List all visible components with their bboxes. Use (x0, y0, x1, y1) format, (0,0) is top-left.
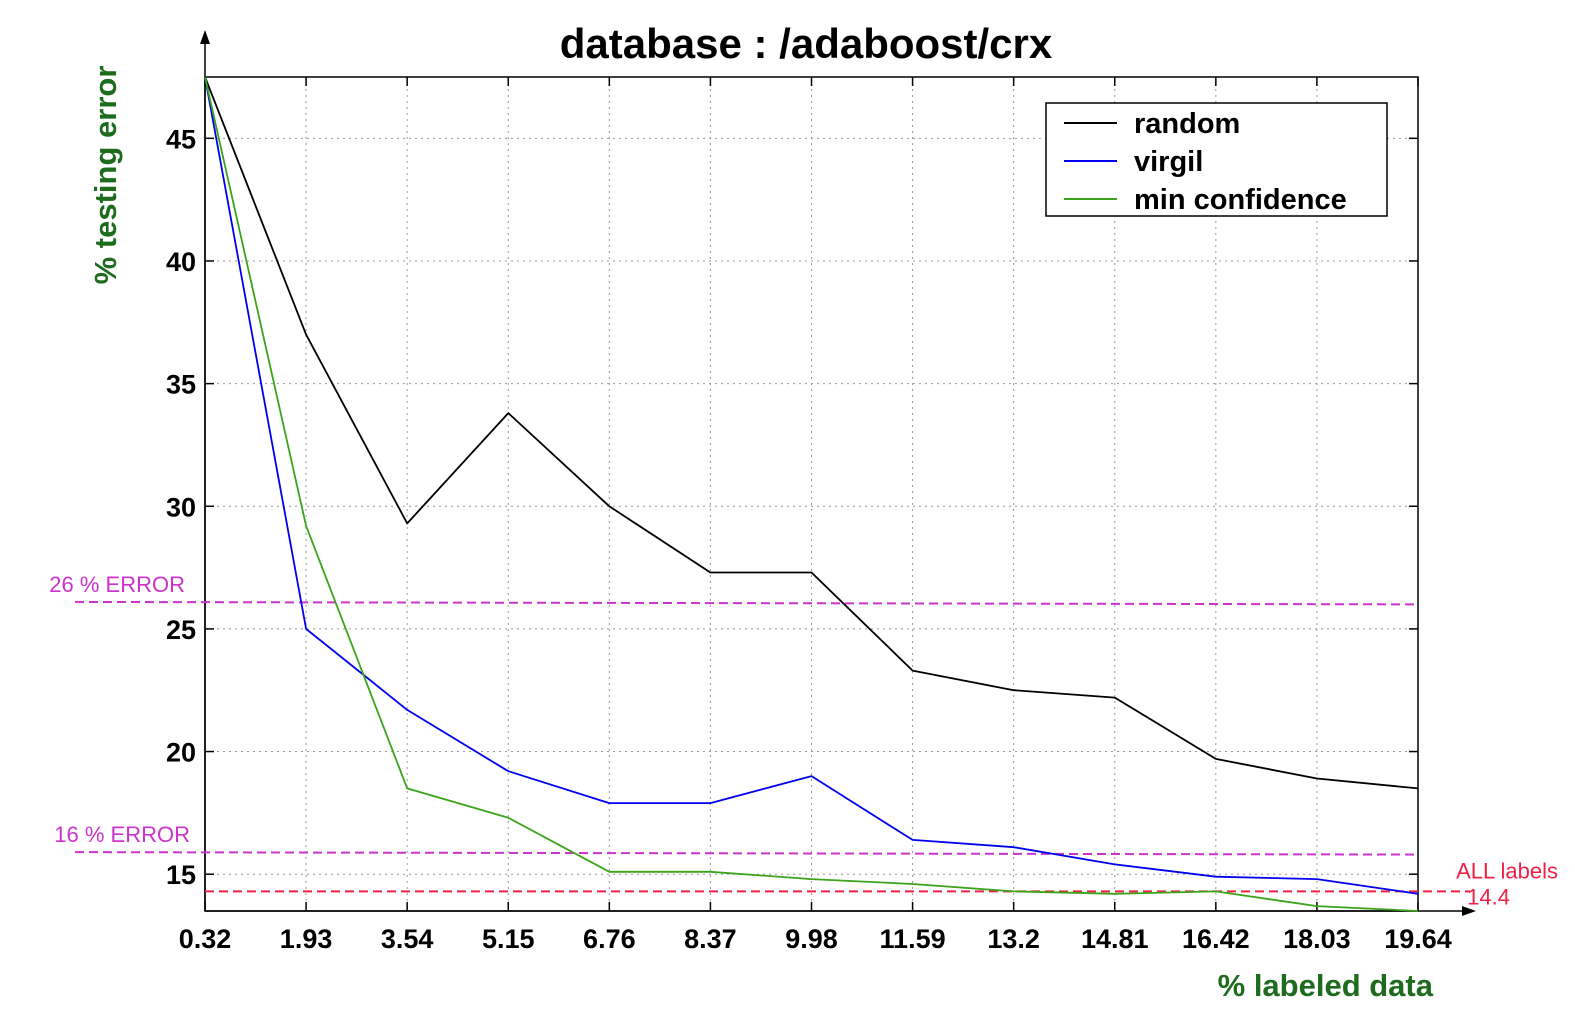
x-tick-label: 13.2 (987, 924, 1040, 954)
legend-label-min-confidence: min confidence (1134, 184, 1347, 216)
x-axis-label: % labeled data (1218, 968, 1434, 1003)
ref-line-16 (74, 851, 1419, 856)
x-tick-label: 19.64 (1384, 924, 1452, 954)
legend: random virgil min confidence (1045, 102, 1388, 217)
tick-labels: 0.32 1.93 3.54 5.15 6.76 8.37 9.98 11.59 13.2 14.… (166, 124, 1452, 954)
x-tick-label: 16.42 (1182, 924, 1250, 954)
y-tick-label: 35 (166, 370, 196, 400)
y-tick-label: 15 (166, 860, 196, 890)
ref-value-all-labels: 14.4 (1467, 884, 1510, 909)
series-lines (204, 76, 1419, 912)
ref-line-26 (74, 600, 1419, 606)
ref-label-all-labels: ALL labels (1456, 858, 1558, 883)
y-axis-label: % testing error (88, 66, 123, 285)
y-tick-label: 20 (166, 738, 196, 768)
x-tick-label: 3.54 (381, 924, 434, 954)
x-tick-label: 18.03 (1283, 924, 1351, 954)
chart-title: database : /adaboost/crx (560, 20, 1053, 67)
axes (200, 30, 1476, 916)
y-tick-label: 25 (166, 615, 196, 645)
legend-label-random: random (1134, 108, 1240, 140)
x-tick-label: 1.93 (280, 924, 333, 954)
y-tick-label: 45 (166, 124, 196, 154)
x-tick-label: 8.37 (684, 924, 737, 954)
ref-label-26: 26 % ERROR (49, 572, 185, 597)
y-tick-label: 30 (166, 492, 196, 522)
y-axis-arrow (200, 30, 210, 44)
x-tick-label: 9.98 (785, 924, 838, 954)
y-tick-label: 40 (166, 247, 196, 277)
x-axis-arrow (1462, 906, 1476, 916)
legend-box (1045, 102, 1388, 217)
x-tick-label: 0.32 (179, 924, 232, 954)
series-line-virgil (204, 76, 1419, 895)
x-tick-label: 14.81 (1081, 924, 1149, 954)
ref-label-16: 16 % ERROR (54, 822, 190, 847)
x-tick-label: 11.59 (880, 924, 946, 954)
series-line-min-confidence (204, 76, 1419, 912)
legend-label-virgil: virgil (1134, 146, 1203, 178)
series-line-random (204, 76, 1419, 790)
x-tick-label: 5.15 (482, 924, 535, 954)
x-tick-label: 6.76 (583, 924, 636, 954)
